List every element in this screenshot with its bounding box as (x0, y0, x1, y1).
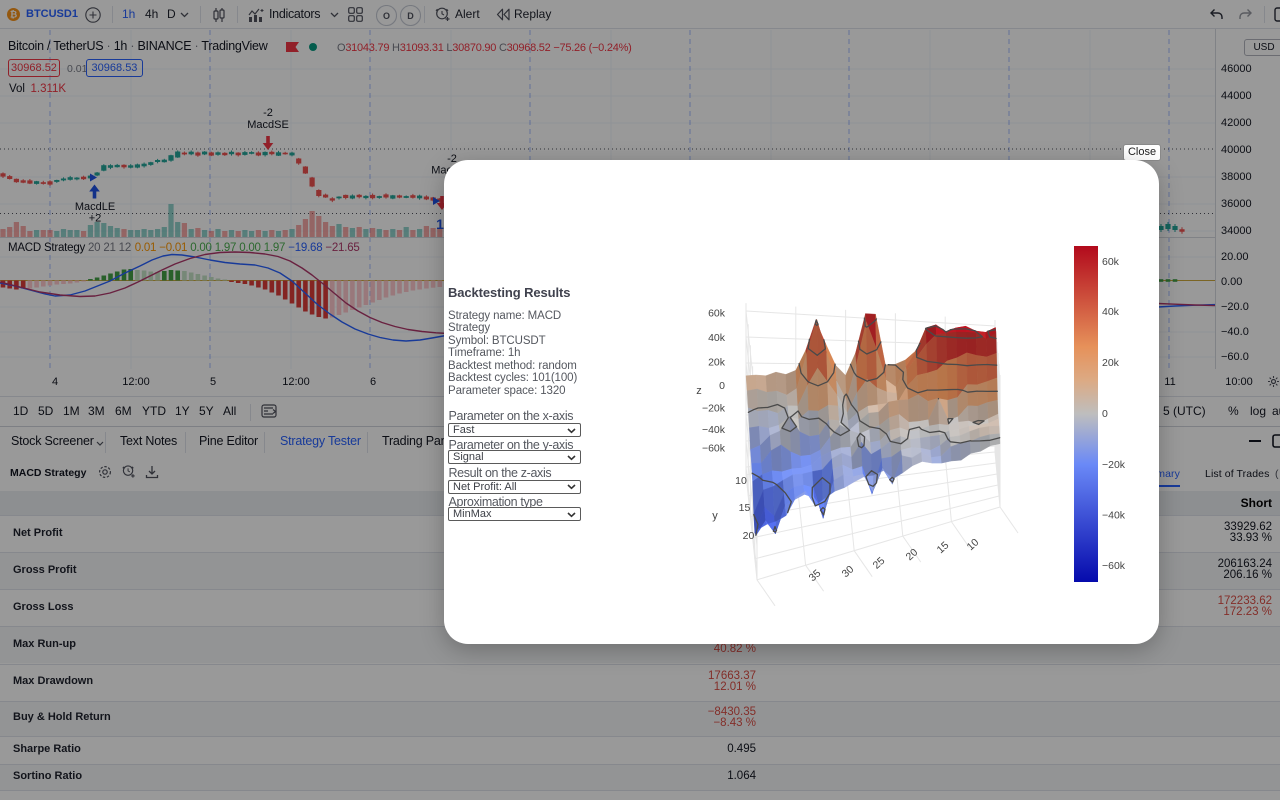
svg-text:20k: 20k (1102, 357, 1120, 369)
svg-text:O: O (383, 11, 390, 21)
svg-text:60k: 60k (1102, 256, 1120, 268)
svg-text:25: 25 (871, 555, 888, 572)
svg-text:MacdLE: MacdLE (75, 201, 115, 213)
svg-text:-2: -2 (263, 107, 273, 119)
svg-text:+2: +2 (89, 213, 102, 225)
svg-text:15: 15 (935, 539, 952, 556)
svg-text:−40k: −40k (702, 424, 726, 436)
svg-text:−60k: −60k (702, 443, 726, 455)
svg-text:20k: 20k (708, 357, 726, 369)
svg-text:−40k: −40k (1102, 510, 1126, 522)
svg-text:20: 20 (743, 530, 755, 542)
svg-text:y: y (712, 510, 718, 522)
svg-text:-2: -2 (447, 153, 457, 165)
svg-text:−60k: −60k (1102, 560, 1126, 572)
svg-text:40k: 40k (1102, 306, 1120, 318)
svg-text:10: 10 (735, 475, 747, 487)
svg-text:40k: 40k (708, 332, 726, 344)
svg-text:10: 10 (965, 536, 982, 553)
svg-text:−20k: −20k (702, 403, 726, 415)
svg-text:1: 1 (436, 216, 444, 232)
svg-text:₿: ₿ (10, 10, 17, 20)
svg-text:20: 20 (904, 546, 921, 563)
svg-text:30: 30 (840, 563, 857, 580)
svg-text:D: D (407, 11, 414, 21)
svg-text:0: 0 (719, 380, 725, 392)
svg-text:z: z (696, 385, 702, 397)
svg-text:0: 0 (1102, 408, 1108, 420)
svg-text:15: 15 (739, 502, 751, 514)
svg-text:−20k: −20k (1102, 459, 1126, 471)
svg-text:60k: 60k (708, 308, 726, 320)
svg-text:MacdSE: MacdSE (247, 119, 289, 131)
